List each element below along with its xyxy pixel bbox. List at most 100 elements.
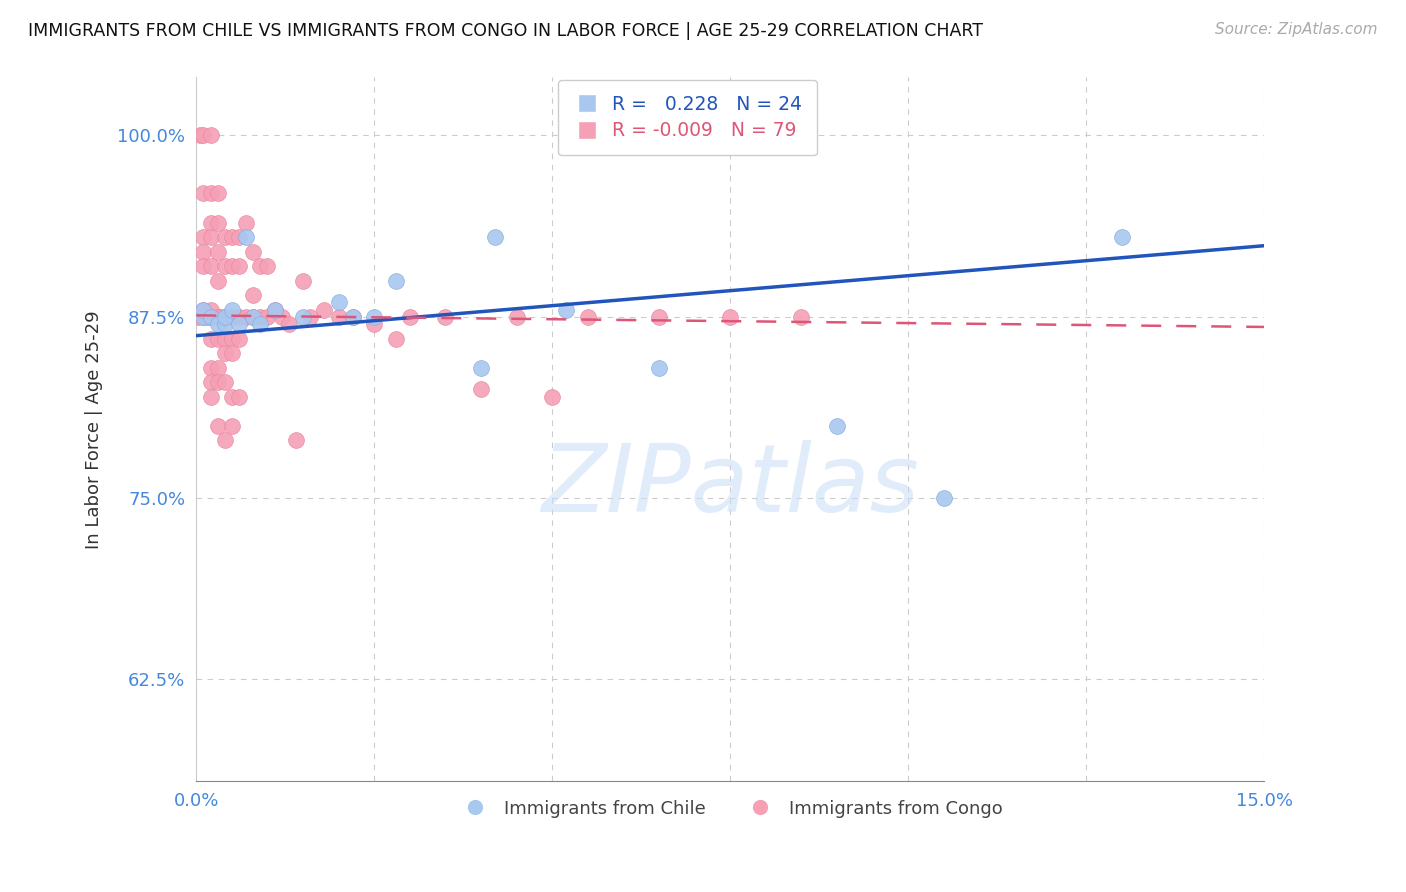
Point: [214, 346, 236, 360]
Point: [207, 317, 229, 331]
Point: [200, 186, 222, 201]
Point: [221, 230, 243, 244]
Point: [200, 310, 222, 324]
Point: [214, 230, 236, 244]
Point: [270, 310, 292, 324]
Y-axis label: In Labor Force | Age 25-29: In Labor Force | Age 25-29: [86, 310, 103, 549]
Point: [221, 259, 243, 273]
Point: [207, 418, 229, 433]
Point: [200, 215, 222, 229]
Point: [193, 310, 215, 324]
Point: [221, 332, 243, 346]
Point: [648, 360, 671, 375]
Point: [228, 317, 250, 331]
Point: [718, 310, 741, 324]
Point: [434, 310, 457, 324]
Point: [193, 128, 215, 143]
Point: [200, 128, 222, 143]
Point: [193, 244, 215, 259]
Point: [256, 310, 278, 324]
Point: [932, 491, 955, 505]
Point: [555, 302, 578, 317]
Point: [193, 186, 215, 201]
Point: [221, 346, 243, 360]
Point: [235, 215, 257, 229]
Point: [242, 310, 264, 324]
Point: [207, 332, 229, 346]
Point: [1111, 230, 1133, 244]
Point: [384, 273, 406, 287]
Point: [576, 310, 599, 324]
Point: [193, 302, 215, 317]
Point: [214, 310, 236, 324]
Point: [284, 433, 307, 447]
Point: [221, 418, 243, 433]
Point: [207, 375, 229, 389]
Point: [214, 259, 236, 273]
Point: [484, 230, 506, 244]
Point: [242, 288, 264, 302]
Point: [200, 302, 222, 317]
Point: [470, 360, 492, 375]
Point: [363, 310, 385, 324]
Point: [214, 332, 236, 346]
Point: [200, 230, 222, 244]
Point: [228, 332, 250, 346]
Point: [207, 215, 229, 229]
Point: [207, 186, 229, 201]
Point: [214, 310, 236, 324]
Point: [470, 382, 492, 396]
Point: [790, 310, 813, 324]
Point: [505, 310, 527, 324]
Point: [648, 310, 671, 324]
Point: [188, 128, 211, 143]
Point: [200, 332, 222, 346]
Point: [249, 259, 271, 273]
Text: ZIPatlas: ZIPatlas: [541, 440, 920, 531]
Point: [263, 302, 285, 317]
Point: [214, 317, 236, 331]
Point: [193, 230, 215, 244]
Point: [292, 273, 315, 287]
Point: [235, 230, 257, 244]
Point: [207, 244, 229, 259]
Point: [214, 433, 236, 447]
Point: [228, 390, 250, 404]
Point: [207, 310, 229, 324]
Point: [342, 310, 364, 324]
Point: [228, 230, 250, 244]
Point: [263, 302, 285, 317]
Point: [384, 332, 406, 346]
Point: [221, 390, 243, 404]
Point: [209, 310, 232, 324]
Point: [228, 310, 250, 324]
Point: [200, 259, 222, 273]
Point: [221, 302, 243, 317]
Point: [195, 310, 218, 324]
Point: [193, 310, 215, 324]
Point: [363, 317, 385, 331]
Point: [242, 310, 264, 324]
Point: [256, 259, 278, 273]
Point: [187, 310, 209, 324]
Text: Source: ZipAtlas.com: Source: ZipAtlas.com: [1215, 22, 1378, 37]
Text: IMMIGRANTS FROM CHILE VS IMMIGRANTS FROM CONGO IN LABOR FORCE | AGE 25-29 CORREL: IMMIGRANTS FROM CHILE VS IMMIGRANTS FROM…: [28, 22, 983, 40]
Point: [200, 310, 222, 324]
Point: [207, 360, 229, 375]
Point: [541, 390, 564, 404]
Point: [193, 259, 215, 273]
Point: [200, 360, 222, 375]
Point: [292, 310, 315, 324]
Point: [235, 310, 257, 324]
Point: [249, 317, 271, 331]
Point: [207, 273, 229, 287]
Point: [399, 310, 422, 324]
Point: [328, 310, 350, 324]
Point: [825, 418, 848, 433]
Point: [200, 390, 222, 404]
Point: [314, 302, 336, 317]
Point: [193, 302, 215, 317]
Point: [228, 259, 250, 273]
Point: [221, 310, 243, 324]
Point: [249, 310, 271, 324]
